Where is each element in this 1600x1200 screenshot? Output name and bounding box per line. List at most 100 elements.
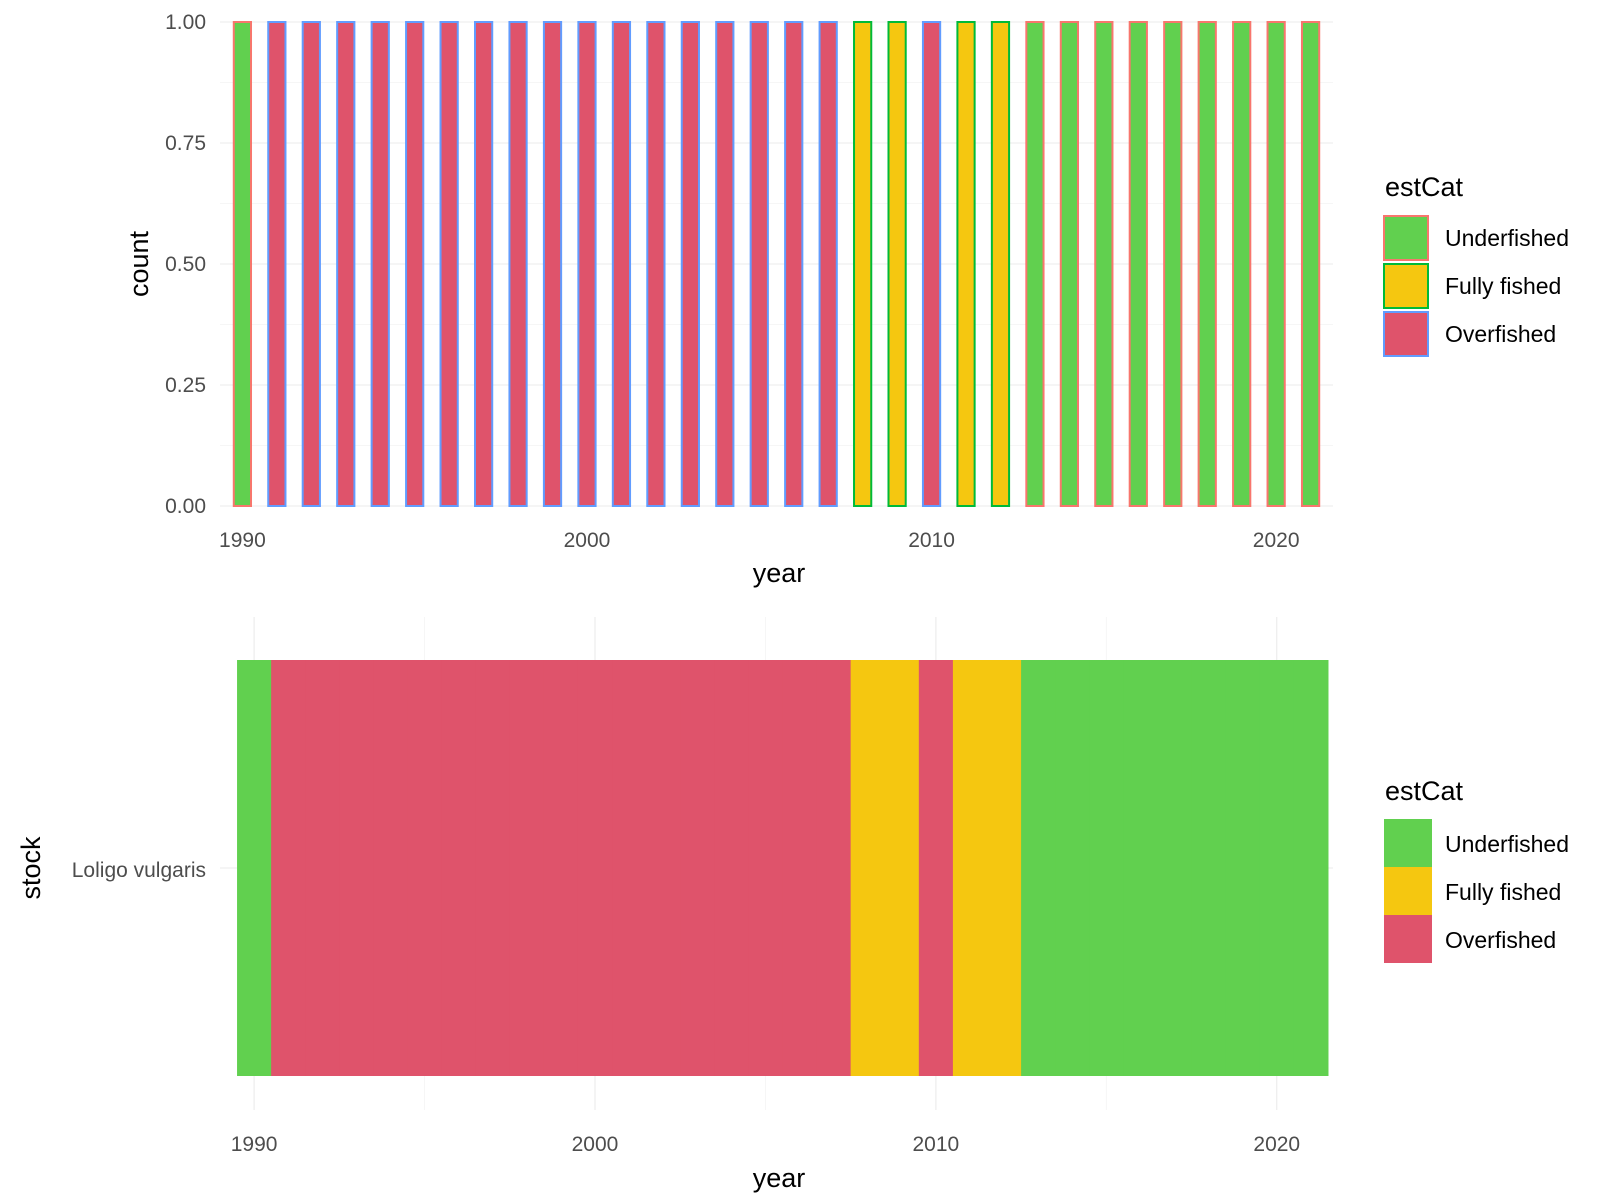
bar-2008 [853,21,873,507]
bar-2009 [887,21,907,507]
legend-label: Fully fished [1445,879,1561,905]
bar-2011 [956,21,976,507]
bar-1993 [336,21,356,507]
legend-label: Underfished [1445,831,1569,857]
bar-2004 [715,21,735,507]
bar-chart-panel: 0.00 0.25 0.50 0.75 1.00 1990 2000 2010 2020 ye… [124,11,1569,588]
tile-chart-x-tick-labels: 1990 2000 2010 2020 [231,1133,1300,1156]
bar-2007 [818,21,838,507]
tile-1990 [237,660,272,1076]
y-tick-label: 0.25 [165,374,206,397]
tile-chart-y-tick-label: Loligo vulgaris [72,859,206,882]
tile-2002 [646,660,681,1076]
bar-2006 [784,21,804,507]
tile-2017 [1157,660,1193,1076]
tile-2011 [952,660,988,1076]
x-tick-label: 2020 [1253,529,1300,552]
tile-1996 [441,660,477,1076]
bar-chart-y-tick-labels: 0.00 0.25 0.50 0.75 1.00 [165,11,206,518]
x-tick-label: 1990 [231,1133,278,1156]
tile-1998 [509,660,545,1076]
bar-1997 [473,21,494,507]
y-tick-label: 1.00 [165,11,206,34]
tile-2019 [1225,660,1261,1076]
tile-chart-tiles [237,660,1329,1076]
tile-chart-legend-items: Underfished Fully fished Overfished [1384,819,1569,963]
bar-2001 [611,21,632,507]
x-tick-label: 2000 [572,1133,619,1156]
tile-chart-legend: estCat Underfished Fully fished Overfished [1384,776,1569,963]
bar-2002 [646,21,666,507]
tile-2006 [782,660,818,1076]
bar-2018 [1197,21,1217,507]
bar-2003 [680,21,700,507]
bar-1992 [301,21,321,507]
bar-chart-legend-title: estCat [1385,172,1464,202]
y-tick-label: 0.00 [165,495,206,518]
legend-key [1384,915,1432,963]
bar-1999 [542,21,563,507]
y-tick-label: 0.75 [165,132,206,155]
bar-2010 [921,21,942,507]
x-tick-label: 2010 [908,529,955,552]
bar-1996 [439,21,459,507]
tile-1991 [271,660,306,1076]
bar-2005 [749,21,769,507]
bar-chart-x-tick-labels: 1990 2000 2010 2020 [219,529,1299,552]
bar-2017 [1163,21,1183,507]
bar-2013 [1025,21,1045,507]
bar-chart-x-axis-title: year [753,558,806,588]
bar-2014 [1059,21,1080,507]
tile-2004 [714,660,749,1076]
bar-1995 [405,21,425,507]
tile-2014 [1055,660,1090,1076]
tile-2012 [986,660,1022,1076]
tile-chart-x-axis-title: year [753,1163,806,1193]
tile-chart-panel: 1990 2000 2010 2020 Loligo vulgaris year st… [16,617,1569,1193]
legend-key [1383,215,1429,261]
bar-chart-y-axis-title: count [124,230,154,297]
bar-chart-legend: estCat Underfished Fully fished Overfished [1383,172,1569,357]
tile-2021 [1293,660,1329,1076]
x-tick-label: 1990 [219,529,266,552]
bar-1991 [267,21,287,507]
tile-1997 [475,660,511,1076]
tile-2008 [850,660,886,1076]
tile-2020 [1259,660,1295,1076]
tile-2018 [1191,660,1227,1076]
bar-2000 [577,21,597,507]
bar-2021 [1300,21,1321,507]
tile-1992 [305,660,340,1076]
legend-key [1383,263,1429,309]
tile-2005 [748,660,784,1076]
tile-2003 [680,660,715,1076]
bar-2016 [1128,21,1148,507]
legend-label: Overfished [1445,927,1556,953]
bar-1998 [508,21,528,507]
tile-chart-legend-title: estCat [1385,776,1464,806]
bar-2012 [990,21,1011,507]
tile-2016 [1123,660,1159,1076]
legend-key [1384,867,1432,915]
legend-label: Overfished [1445,321,1556,347]
legend-key [1383,311,1429,357]
bar-chart-bars [232,21,1321,507]
bar-2020 [1266,21,1286,507]
y-tick-label: 0.50 [165,253,206,276]
tile-chart-y-axis-title: stock [16,836,46,900]
tile-1994 [373,660,409,1076]
bar-2019 [1232,21,1252,507]
tile-1999 [543,660,579,1076]
x-tick-label: 2020 [1253,1133,1300,1156]
tile-2007 [816,660,852,1076]
tile-2001 [612,660,647,1076]
legend-label: Fully fished [1445,273,1561,299]
x-tick-label: 2010 [913,1133,960,1156]
bar-2015 [1094,21,1114,507]
bar-1990 [232,21,253,507]
tile-2009 [884,660,920,1076]
bar-1994 [370,21,390,507]
tile-1995 [407,660,443,1076]
legend-key [1384,819,1432,867]
